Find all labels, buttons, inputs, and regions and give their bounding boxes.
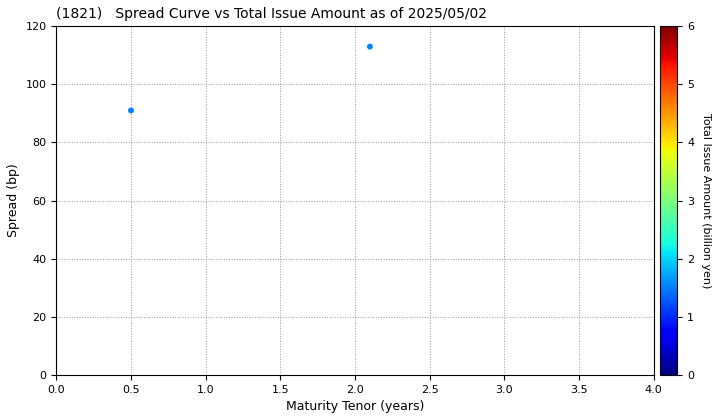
X-axis label: Maturity Tenor (years): Maturity Tenor (years) bbox=[286, 400, 424, 413]
Point bbox=[125, 107, 137, 114]
Text: (1821)   Spread Curve vs Total Issue Amount as of 2025/05/02: (1821) Spread Curve vs Total Issue Amoun… bbox=[56, 7, 487, 21]
Y-axis label: Spread (bp): Spread (bp) bbox=[7, 164, 20, 237]
Y-axis label: Total Issue Amount (billion yen): Total Issue Amount (billion yen) bbox=[701, 113, 711, 288]
Point bbox=[364, 43, 376, 50]
